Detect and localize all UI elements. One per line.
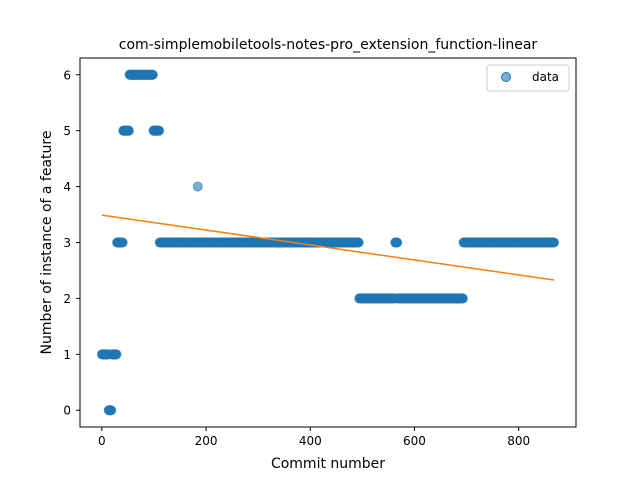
y-tick-label: 2 [63,292,71,306]
legend-marker [501,72,511,82]
legend-label: data [532,70,559,84]
data-point [117,237,128,248]
x-tick-label: 200 [195,434,218,448]
legend-box [486,64,570,92]
y-tick-label: 0 [63,404,71,418]
y-axis-label: Number of instance of a feature [39,131,55,355]
x-tick-label: 800 [507,434,530,448]
data-point [111,349,122,360]
y-axis: 0 1 2 3 4 5 6 [63,68,80,418]
data-point [392,237,403,248]
x-tick-label: 600 [403,434,426,448]
x-tick-label: 400 [299,434,322,448]
data-point [353,237,364,248]
data-point [106,405,117,416]
x-tick-label: 0 [98,434,106,448]
data-points [96,69,560,416]
data-point [123,125,134,136]
y-tick-label: 3 [63,236,71,250]
y-tick-label: 1 [63,348,71,362]
legend: data [486,64,570,92]
data-point [147,69,158,80]
data-point [549,237,560,248]
x-axis-label: Commit number [271,456,385,472]
data-point [192,181,203,192]
data-point [154,125,165,136]
fit-line [101,214,555,281]
chart-title: com-simplemobiletools-notes-pro_extensio… [119,37,538,53]
y-tick-label: 6 [63,68,71,82]
y-tick-label: 5 [63,124,71,138]
y-tick-label: 4 [63,180,71,194]
fit-line-layer [101,214,555,281]
x-axis: 0 200 400 600 800 [98,427,530,448]
data-point [457,293,468,304]
